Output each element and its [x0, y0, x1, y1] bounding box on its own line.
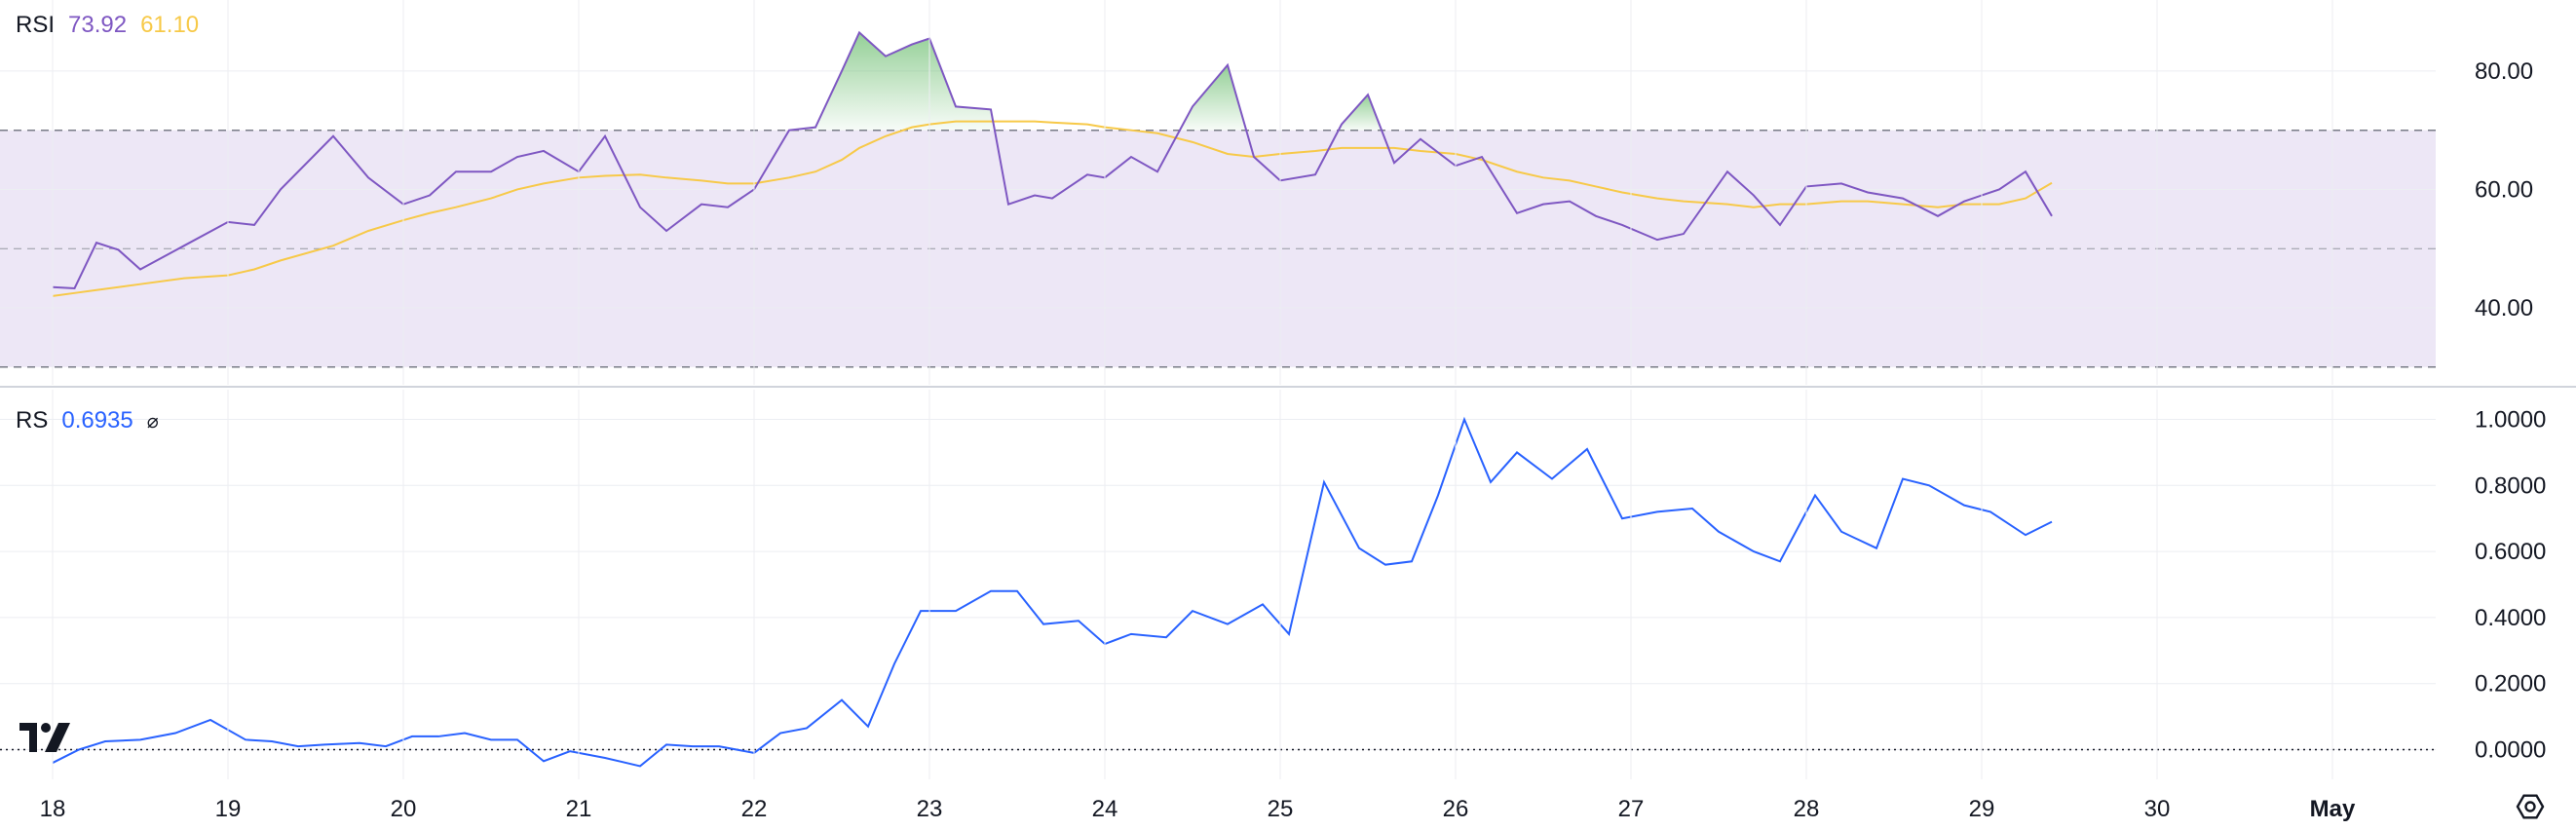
rsi-ma-legend-value: 61.10	[140, 12, 200, 38]
rs-y-tick-label: 1.0000	[2475, 407, 2546, 434]
rsi-overbought-fill	[789, 32, 995, 131]
rs-y-tick-label: 0.8000	[2475, 472, 2546, 499]
x-tick-label: 24	[1092, 796, 1118, 822]
rsi-y-tick-label: 40.00	[2475, 295, 2533, 321]
settings-gear-icon[interactable]	[2516, 794, 2545, 819]
x-tick-label: 26	[1443, 796, 1469, 822]
x-tick-label: 30	[2144, 796, 2171, 822]
x-tick-label: 27	[1618, 796, 1645, 822]
rsi-y-tick-label: 60.00	[2475, 176, 2533, 203]
rsi-pane: 80.00 60.00 40.00	[0, 30, 2533, 368]
rs-pane: 1.0000 0.8000 0.6000 0.4000 0.2000 0.0000	[0, 407, 2546, 768]
rsi-legend-label: RSI	[16, 12, 56, 38]
x-tick-label: 19	[215, 796, 242, 822]
rsi-legend[interactable]: RSI 73.92 61.10	[16, 12, 212, 39]
x-tick-label: 28	[1794, 796, 1820, 822]
rs-y-tick-label: 0.0000	[2475, 736, 2546, 763]
x-tick-label: 22	[741, 796, 768, 822]
x-tick-label: 20	[391, 796, 417, 822]
rs-y-tick-label: 0.6000	[2475, 539, 2546, 565]
rs-legend-value: 0.6935	[61, 407, 133, 434]
x-tick-label: 18	[40, 796, 66, 822]
x-axis: 18 19 20 21 22 23 24 25 26 27 28 29 30 May	[40, 0, 2356, 822]
rsi-overbought-fill	[1179, 64, 1247, 131]
x-tick-label: May	[2310, 796, 2356, 822]
visibility-toggle-icon[interactable]: ⌀	[146, 411, 159, 433]
x-tick-label: 23	[917, 796, 943, 822]
rsi-line[interactable]	[52, 30, 2053, 289]
rs-legend-label: RS	[16, 407, 49, 434]
tradingview-logo-icon[interactable]	[19, 723, 70, 752]
rs-line[interactable]	[52, 416, 2053, 768]
rs-legend[interactable]: RS 0.6935 ⌀	[16, 407, 172, 434]
rs-y-tick-label: 0.4000	[2475, 605, 2546, 631]
x-tick-label: 29	[1969, 796, 1995, 822]
rsi-y-tick-label: 80.00	[2475, 58, 2533, 85]
x-tick-label: 21	[566, 796, 592, 822]
rs-y-tick-label: 0.2000	[2475, 671, 2546, 698]
rsi-legend-value: 73.92	[68, 12, 128, 38]
x-tick-label: 25	[1268, 796, 1294, 822]
